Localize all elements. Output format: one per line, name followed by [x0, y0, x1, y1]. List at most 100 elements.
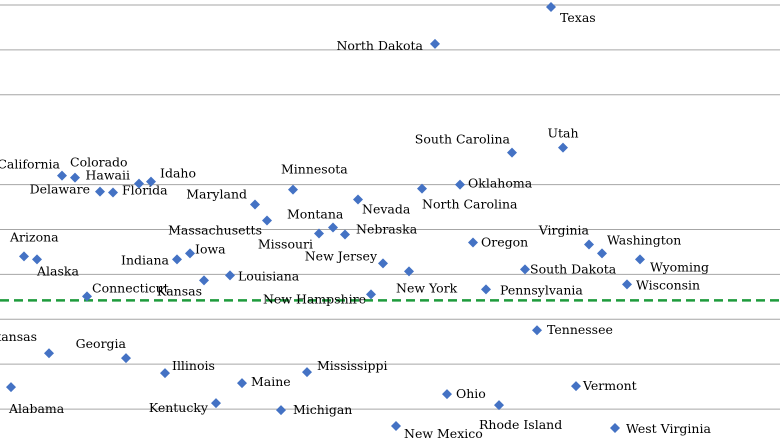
point-nebraska	[340, 229, 350, 240]
point-south-carolina	[507, 147, 517, 158]
point-minnesota	[288, 184, 298, 195]
label-texas: Texas	[560, 10, 596, 25]
label-missouri: Missouri	[258, 236, 313, 251]
label-montana: Montana	[287, 206, 344, 221]
point-new-hampshire	[366, 289, 376, 300]
label-virginia: Virginia	[538, 222, 590, 237]
label-north-dakota: North Dakota	[336, 38, 423, 53]
point-pennsylvania	[481, 284, 491, 295]
label-pennsylvania: Pennsylvania	[500, 282, 583, 297]
point-tennessee	[532, 325, 542, 336]
point-oregon	[468, 237, 478, 248]
point-delaware	[95, 186, 105, 197]
point-alabama	[6, 382, 16, 393]
label-massachusetts: Massachusetts	[168, 222, 262, 237]
label-new-york: New York	[396, 280, 458, 295]
label-hawaii: Hawaii	[85, 168, 130, 183]
label-rhode-island: Rhode Island	[479, 417, 562, 432]
label-utah: Utah	[547, 126, 578, 141]
point-alaska	[32, 254, 42, 265]
label-washington: Washington	[607, 232, 681, 247]
label-california: California	[0, 157, 61, 172]
point-illinois	[160, 368, 170, 379]
label-tennessee: Tennessee	[547, 322, 613, 337]
label-michigan: Michigan	[293, 402, 352, 417]
label-colorado: Colorado	[70, 155, 128, 170]
point-maryland	[250, 199, 260, 210]
point-michigan	[276, 405, 286, 416]
point-colorado	[70, 172, 80, 183]
point-california	[57, 170, 67, 181]
label-delaware: Delaware	[30, 182, 90, 197]
point-kansas	[199, 275, 209, 286]
point-montana	[328, 222, 338, 233]
data-labels: Texas North Dakota South Carolina Utah Calif…	[0, 10, 711, 439]
point-wisconsin	[622, 279, 632, 290]
point-indiana	[172, 254, 182, 265]
point-utah	[558, 142, 568, 153]
point-nevada	[353, 194, 363, 205]
label-florida: Florida	[122, 183, 168, 198]
point-georgia	[121, 353, 131, 364]
point-maine	[237, 378, 247, 389]
point-virginia	[584, 239, 594, 250]
point-oklahoma	[455, 179, 465, 190]
point-arizona	[19, 251, 29, 262]
label-maryland: Maryland	[186, 187, 247, 202]
label-idaho: Idaho	[160, 166, 196, 181]
point-wyoming	[635, 254, 645, 265]
label-new-jersey: New Jersey	[305, 248, 378, 263]
label-ohio: Ohio	[456, 386, 486, 401]
label-nevada: Nevada	[362, 202, 411, 217]
label-oklahoma: Oklahoma	[468, 176, 533, 191]
label-louisiana: Louisiana	[238, 268, 300, 283]
label-west-virginia: West Virginia	[626, 421, 711, 436]
point-north-dakota	[430, 38, 440, 49]
label-oregon: Oregon	[481, 234, 528, 249]
label-maine: Maine	[251, 374, 291, 389]
label-alabama: Alabama	[8, 401, 65, 416]
data-points	[6, 1, 645, 434]
label-south-carolina: South Carolina	[415, 132, 511, 147]
point-idaho	[146, 176, 156, 187]
point-north-carolina	[417, 183, 427, 194]
label-new-hampshire: New Hampshire	[263, 291, 366, 306]
gridlines	[0, 4, 780, 410]
point-new-jersey	[378, 258, 388, 269]
point-mississippi	[302, 367, 312, 378]
label-nebraska: Nebraska	[356, 221, 418, 236]
label-kansas: Kansas	[157, 283, 202, 298]
label-georgia: Georgia	[76, 336, 127, 351]
point-florida	[108, 187, 118, 198]
label-wyoming: Wyoming	[650, 259, 709, 274]
label-wisconsin: Wisconsin	[636, 277, 700, 292]
point-ohio	[442, 389, 452, 400]
point-hawaii	[134, 178, 144, 189]
label-minnesota: Minnesota	[281, 162, 348, 177]
label-alaska: Alaska	[36, 263, 79, 278]
label-mississippi: Mississippi	[317, 358, 387, 373]
label-indiana: Indiana	[121, 252, 169, 267]
label-connecticut: Connecticut	[92, 280, 169, 295]
label-arizona: Arizona	[9, 229, 59, 244]
point-missouri	[314, 228, 324, 239]
label-iowa: Iowa	[195, 241, 226, 256]
label-south-dakota: South Dakota	[530, 261, 617, 276]
point-west-virginia	[610, 423, 620, 434]
label-new-mexico: New Mexico	[404, 426, 483, 439]
label-arkansas: Arkansas	[0, 329, 37, 344]
label-illinois: Illinois	[172, 358, 215, 373]
point-arkansas	[44, 348, 54, 359]
point-new-york	[404, 266, 414, 277]
point-connecticut	[82, 291, 92, 302]
point-louisiana	[225, 270, 235, 281]
label-vermont: Vermont	[582, 378, 637, 393]
point-kentucky	[211, 398, 221, 409]
point-washington	[597, 248, 607, 259]
point-new-mexico	[391, 421, 401, 432]
point-vermont	[571, 381, 581, 392]
point-texas	[546, 1, 556, 12]
label-kentucky: Kentucky	[149, 400, 209, 415]
point-south-dakota	[520, 264, 530, 275]
